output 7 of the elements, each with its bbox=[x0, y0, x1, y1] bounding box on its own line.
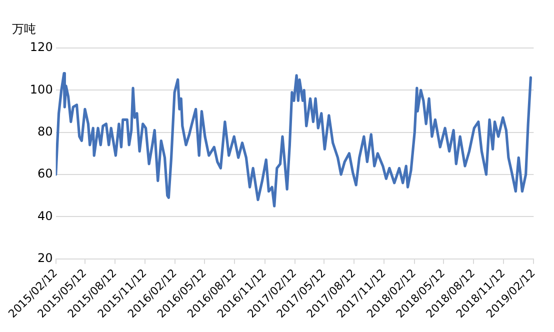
y-tick-label: 80 bbox=[38, 124, 53, 138]
y-tick-label: 40 bbox=[38, 208, 53, 223]
y-tick-label: 60 bbox=[38, 166, 53, 181]
y-tick-label: 20 bbox=[38, 250, 53, 265]
y-tick-label: 100 bbox=[30, 82, 53, 96]
y-axis-title: 万吨 bbox=[12, 22, 36, 36]
y-tick-label: 120 bbox=[30, 40, 53, 54]
